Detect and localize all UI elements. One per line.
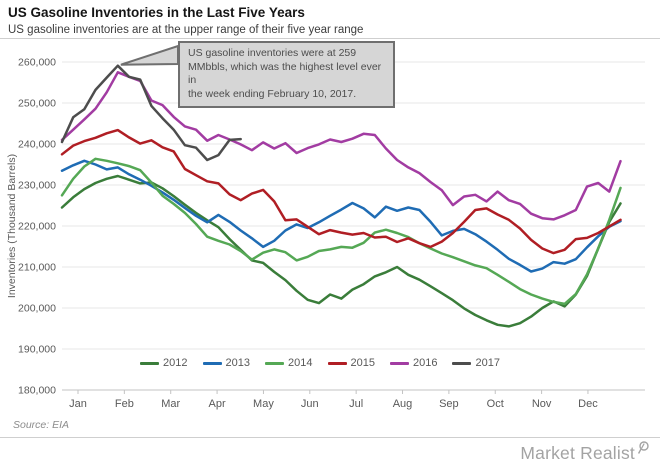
legend-label: 2015 (350, 357, 375, 369)
y-tick-label: 180,000 (18, 385, 56, 397)
y-axis-title: Inventories (Thousand Barrels) (6, 154, 18, 298)
x-tick-label: Aug (393, 398, 413, 410)
annotation-line: US gasoline inventories were at 259 (188, 47, 357, 59)
x-tick-label: Jan (69, 398, 87, 410)
y-tick-label: 230,000 (18, 180, 56, 192)
legend-swatch-2012 (140, 361, 160, 365)
series-line-2016 (60, 71, 622, 221)
legend-item-2015: 2015 (327, 357, 375, 369)
x-tick-label: Dec (578, 398, 598, 410)
legend-item-2013: 2013 (202, 357, 251, 369)
legend-swatch-2017 (452, 361, 472, 365)
legend-swatch-2013 (202, 361, 222, 365)
legend-swatch-2015 (327, 361, 347, 365)
x-tick-label: Jun (301, 398, 319, 410)
brand-logo: Market Realist (520, 441, 650, 464)
y-tick-label: 200,000 (18, 303, 56, 315)
x-tick-label: Oct (487, 398, 504, 410)
legend-item-2016: 2016 (389, 357, 438, 369)
series-line-2017 (60, 64, 242, 162)
x-tick-label: Jul (349, 398, 363, 410)
legend-swatch-2016 (389, 361, 409, 365)
x-tick-label: May (253, 398, 274, 410)
chart-legend: 2012 2013 2014 2015 2016 2017 (0, 357, 640, 369)
legend-item-2017: 2017 (452, 357, 500, 369)
x-tick-label: Mar (161, 398, 180, 410)
page-title: US Gasoline Inventories in the Last Five… (8, 5, 305, 20)
source-label: Source: EIA (13, 419, 70, 431)
legend-label: 2013 (225, 357, 251, 369)
top-divider (0, 38, 660, 39)
x-tick-label: Apr (209, 398, 226, 410)
y-tick-label: 190,000 (18, 344, 56, 356)
series-line-2014 (60, 157, 622, 306)
brand-text: Market Realist (520, 443, 635, 463)
magnifier-icon (637, 441, 649, 454)
page-subtitle: US gasoline inventories are at the upper… (8, 24, 364, 36)
x-tick-label: Sep (439, 398, 459, 410)
x-tick-label: Feb (115, 398, 134, 410)
annotation-line: MMbbls, which was the highest level ever… (188, 60, 382, 87)
bottom-divider (0, 437, 660, 438)
y-tick-label: 260,000 (18, 57, 56, 69)
x-tick-label: Nov (532, 398, 552, 410)
legend-label: 2012 (163, 357, 188, 369)
annotation-callout: US gasoline inventories were at 259 MMbbl… (178, 41, 395, 108)
y-tick-label: 250,000 (18, 98, 56, 110)
legend-item-2014: 2014 (265, 357, 313, 369)
annotation-leader (120, 44, 179, 66)
y-tick-label: 210,000 (18, 262, 56, 274)
y-tick-label: 220,000 (18, 221, 56, 233)
legend-label: 2016 (412, 357, 438, 369)
legend-label: 2017 (475, 357, 500, 369)
series-line-2012 (60, 174, 622, 328)
legend-swatch-2014 (265, 361, 285, 365)
y-tick-label: 240,000 (18, 139, 56, 151)
legend-item-2012: 2012 (140, 357, 188, 369)
annotation-line: the week ending February 10, 2017. (188, 87, 357, 100)
series-line-2015 (60, 128, 622, 255)
legend-label: 2014 (288, 357, 313, 369)
